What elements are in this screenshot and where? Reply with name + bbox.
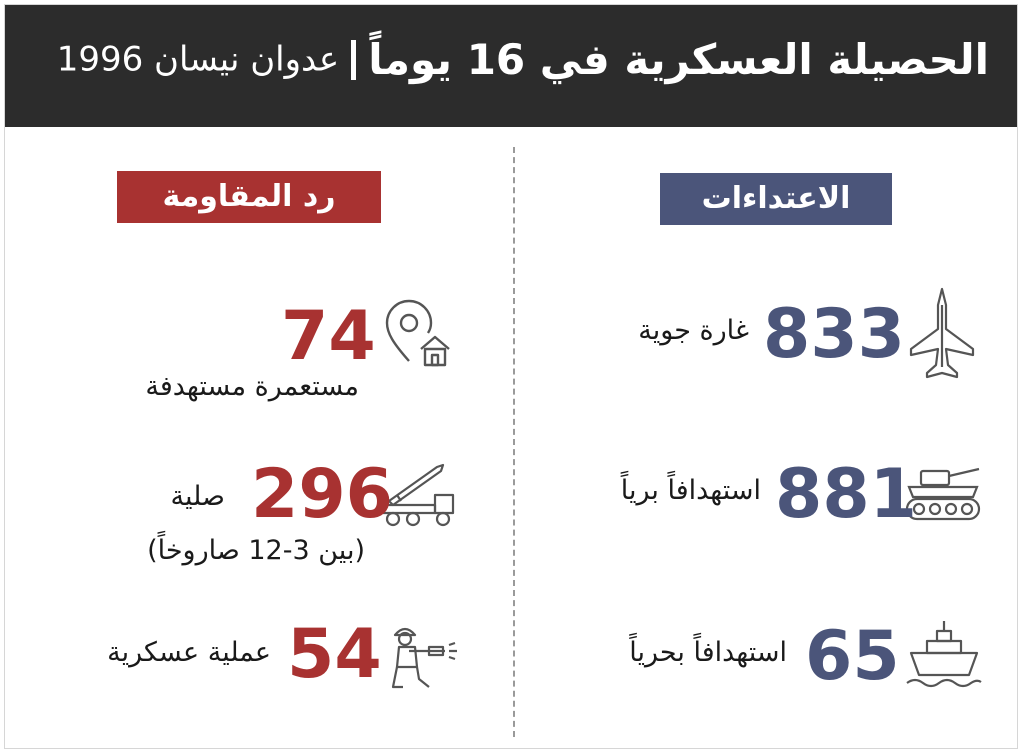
location-house-icon [385,299,450,367]
infographic: الحصيلة العسكرية في 16 يوماً عدوان نيسان … [4,4,1018,749]
naval-strikes-value: 65 [805,617,900,696]
rocket-launcher-icon [381,463,455,527]
title-main: الحصيلة العسكرية في 16 يوماً [368,35,989,84]
page-title: الحصيلة العسكرية في 16 يوماً عدوان نيسان … [57,35,989,84]
operations-label: عملية عسكرية [107,637,271,668]
aggression-heading: الاعتداءات [660,173,892,225]
header-bar: الحصيلة العسكرية في 16 يوماً عدوان نيسان … [5,5,1017,127]
resistance-heading: رد المقاومة [117,171,381,223]
salvos-value: 296 [251,455,393,534]
operations-value: 54 [287,615,382,694]
air-raids-value: 833 [763,295,905,374]
ground-strikes-label: استهدافاً برياً [620,475,761,506]
salvos-note: (بين 3-12 صاروخاً) [147,535,365,566]
column-divider [513,147,515,737]
tank-icon [905,467,981,521]
fighter-jet-icon [909,287,975,379]
warship-icon [906,621,982,688]
soldier-icon [391,627,457,689]
air-raids-label: غارة جوية [638,315,749,346]
ground-strikes-value: 881 [775,455,917,534]
settlements-label: مستعمرة مستهدفة [145,371,359,402]
salvos-label: صلية [170,481,226,512]
title-separator [351,39,357,80]
settlements-value: 74 [281,297,376,376]
title-sub: عدوان نيسان 1996 [56,39,340,80]
naval-strikes-label: استهدافاً بحرياً [629,637,787,668]
